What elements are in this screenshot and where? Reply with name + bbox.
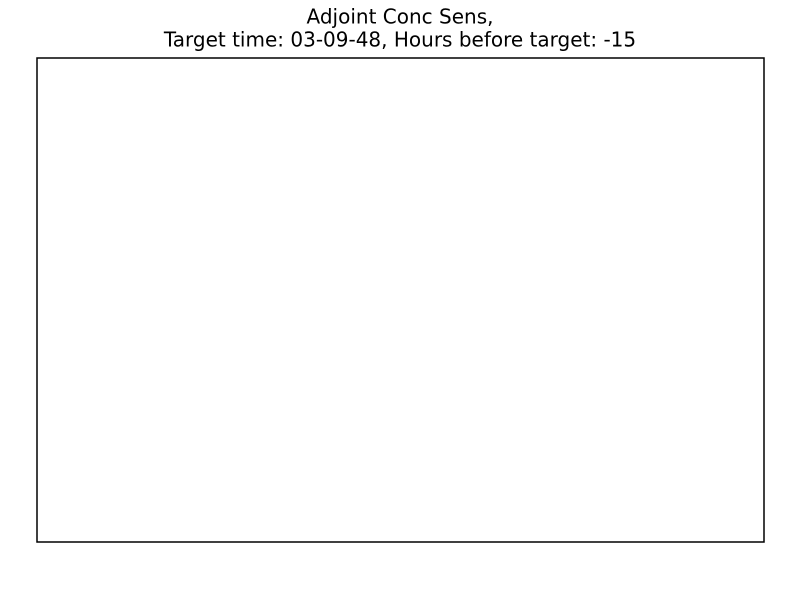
title-line-2: Target time: 03-09-48, Hours before targ… [163, 28, 636, 52]
map-frame [36, 57, 765, 543]
title-line-1: Adjoint Conc Sens, [307, 5, 494, 29]
